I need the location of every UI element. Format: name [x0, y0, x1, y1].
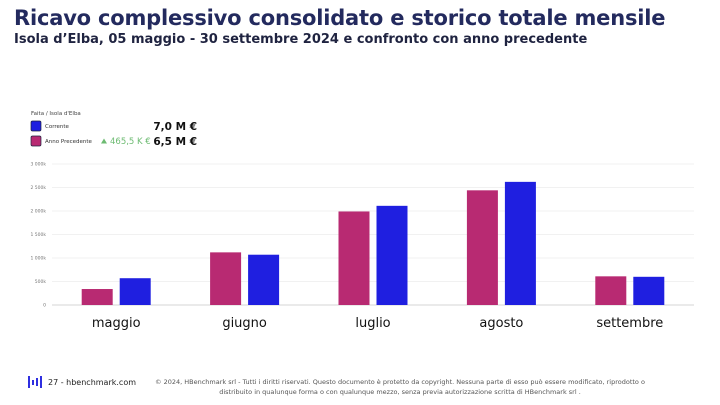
y-axis-ticks: 0 500k 1 000k 1 500k 2 000k 2 500k 3 000k	[31, 162, 47, 309]
bar-previous-year	[210, 252, 242, 305]
footer-brand: 27 - hbenchmark.com	[28, 376, 136, 388]
x-tick-label: settembre	[596, 316, 663, 331]
page-title: Ricavo complessivo consolidato e storico…	[14, 6, 666, 30]
triangle-up-icon	[101, 138, 107, 144]
bar-current	[376, 205, 408, 305]
bar-previous-year	[595, 276, 627, 305]
x-tick-label: agosto	[479, 316, 523, 331]
y-tick-label: 2 000k	[31, 209, 47, 215]
hbenchmark-logo-icon	[28, 376, 42, 388]
x-tick-label: giugno	[222, 316, 267, 331]
x-tick-label: luglio	[355, 316, 390, 331]
legend-total-previous: 6,5 M €	[153, 136, 197, 148]
legend-total-current: 7,0 M €	[153, 121, 197, 133]
chart-bars	[81, 181, 665, 305]
bar-previous-year	[81, 289, 113, 305]
legend-label-current: Corrente	[45, 124, 70, 130]
legend-title: Faita / Isola d'Elba	[31, 111, 81, 117]
bar-current	[504, 181, 536, 305]
footer-page-label: 27 - hbenchmark.com	[48, 377, 137, 387]
y-tick-label: 0	[43, 303, 46, 309]
chart-gridlines	[52, 163, 694, 306]
bar-previous-year	[338, 211, 370, 305]
legend-swatch-previous	[30, 135, 42, 147]
page-subtitle: Isola d’Elba, 05 maggio - 30 settembre 2…	[14, 32, 588, 47]
y-tick-label: 1 500k	[31, 232, 47, 238]
y-tick-label: 2 500k	[31, 185, 47, 191]
footer-copyright: © 2024, HBenchmark srl - Tutti i diritti…	[155, 378, 645, 396]
y-tick-label: 500k	[35, 279, 47, 285]
revenue-bar-chart: Faita / Isola d'Elba Corrente 7,0 M € An…	[30, 111, 694, 331]
bar-previous-year	[466, 190, 498, 305]
legend-label-previous: Anno Precedente	[45, 139, 93, 145]
x-tick-label: maggio	[92, 316, 141, 331]
chart-legend: Faita / Isola d'Elba Corrente 7,0 M € An…	[30, 111, 197, 148]
bar-current	[633, 276, 665, 305]
y-tick-label: 3 000k	[31, 162, 47, 168]
bar-current	[119, 278, 151, 305]
legend-swatch-current	[30, 120, 42, 132]
bar-current	[248, 254, 280, 305]
y-tick-label: 1 000k	[31, 256, 47, 262]
legend-delta-previous: 465,5 K €	[110, 137, 151, 147]
x-axis-ticks: maggio giugno luglio agosto settembre	[92, 316, 663, 331]
